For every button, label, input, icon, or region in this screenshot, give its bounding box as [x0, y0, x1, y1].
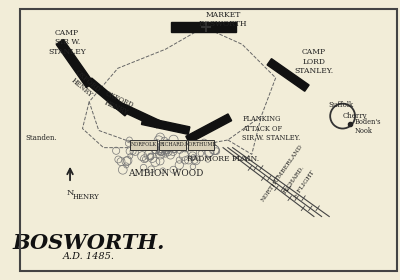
Text: A.D. 1485.: A.D. 1485.: [63, 252, 115, 261]
Text: MARKET
BOSWORTH: MARKET BOSWORTH: [199, 11, 247, 28]
Bar: [159, 140, 186, 150]
Text: NORFOLK: NORFOLK: [131, 142, 157, 147]
Polygon shape: [186, 114, 232, 143]
Text: AMBION WOOD: AMBION WOOD: [128, 169, 203, 178]
Text: Cherry: Cherry: [343, 112, 367, 120]
Text: BOSWORTH.: BOSWORTH.: [13, 233, 165, 253]
Text: RICHARD.: RICHARD.: [282, 164, 305, 194]
Text: Boden's
Nook: Boden's Nook: [355, 118, 382, 135]
Polygon shape: [172, 22, 236, 32]
Text: Suffolk: Suffolk: [328, 101, 353, 109]
Text: HENRY: HENRY: [73, 193, 100, 201]
Polygon shape: [56, 39, 94, 88]
Text: NORTHUMBERLAND: NORTHUMBERLAND: [260, 144, 304, 203]
Text: CAMP
SIR W.
STANLEY: CAMP SIR W. STANLEY: [48, 29, 86, 56]
Bar: [130, 140, 157, 150]
Text: NORTHUMB.: NORTHUMB.: [184, 142, 218, 147]
Bar: [188, 140, 214, 150]
Text: RADMORE PLAIN.: RADMORE PLAIN.: [187, 155, 259, 163]
Text: > FLIGHT: > FLIGHT: [293, 170, 316, 200]
Text: OXFORD
HENRY: OXFORD HENRY: [67, 68, 102, 101]
Text: N: N: [66, 189, 74, 197]
Text: CAMP
LORD
STANLEY.: CAMP LORD STANLEY.: [294, 48, 334, 75]
Text: Standen.: Standen.: [26, 134, 57, 142]
Text: OXFORD
HENRY: OXFORD HENRY: [100, 89, 135, 118]
Polygon shape: [142, 117, 190, 134]
Polygon shape: [267, 59, 309, 91]
Text: RICHARD.: RICHARD.: [159, 142, 185, 147]
Polygon shape: [114, 101, 160, 128]
Text: FLANKING
ATTACK OF
SIR W. STANLEY.: FLANKING ATTACK OF SIR W. STANLEY.: [242, 115, 300, 142]
Polygon shape: [87, 78, 130, 116]
